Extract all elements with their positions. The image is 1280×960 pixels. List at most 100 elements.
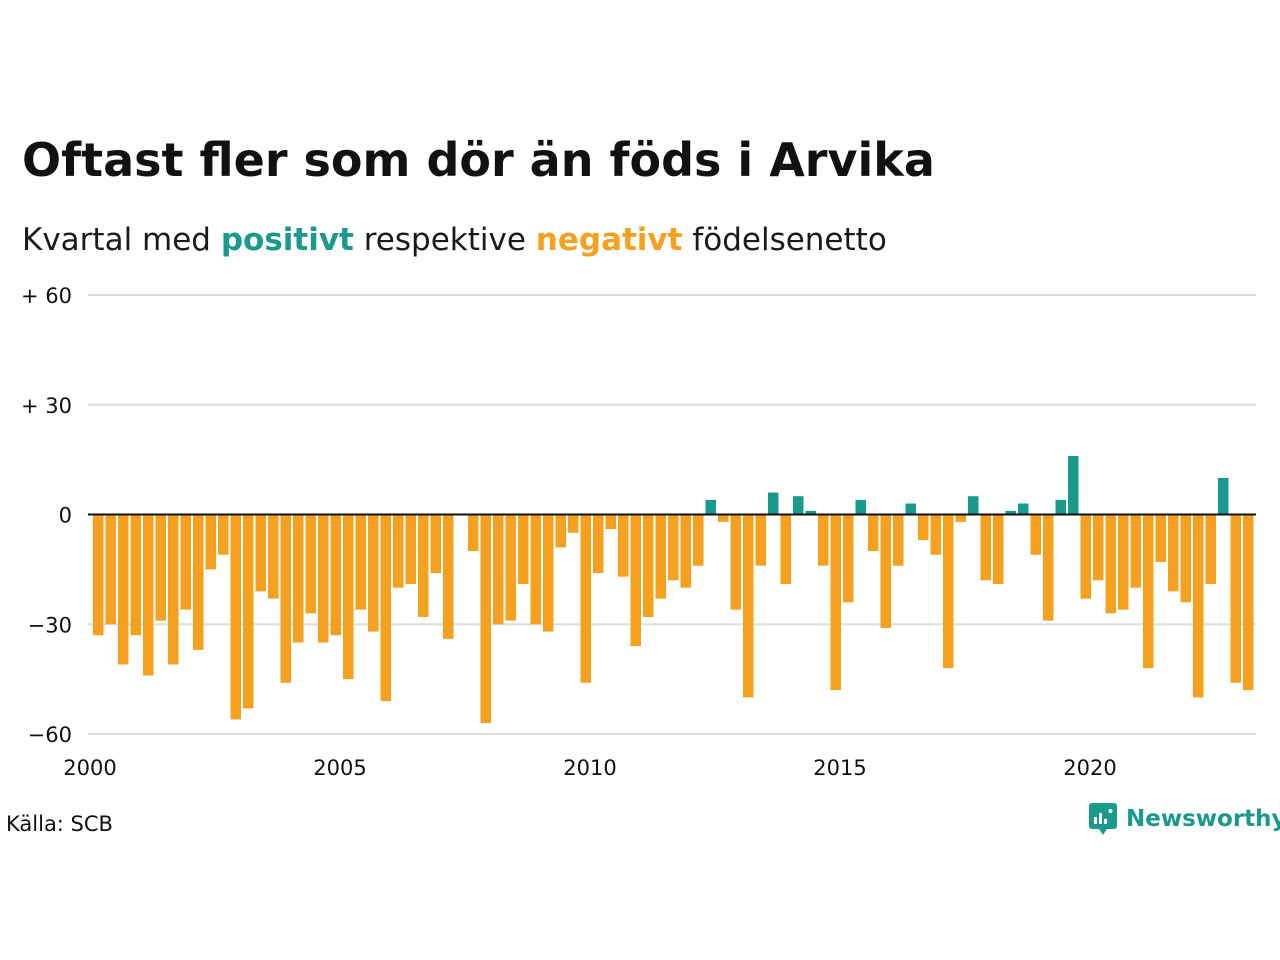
bar-negative [393, 514, 404, 588]
bar-negative [218, 514, 229, 555]
bar-positive [805, 510, 816, 515]
bar-negative [418, 514, 429, 617]
bar-positive [793, 496, 804, 515]
bar-negative [843, 514, 854, 603]
bar-negative [618, 514, 629, 577]
bar-negative [818, 514, 829, 566]
bar-negative [943, 514, 954, 669]
bar-negative [330, 514, 341, 636]
subtitle-prefix: Kvartal med [22, 222, 221, 258]
bar-negative [293, 514, 304, 643]
y-tick-label: −60 [28, 723, 72, 747]
bar-negative [243, 514, 254, 709]
bar-negative [1118, 514, 1129, 610]
bar-negative [305, 514, 316, 614]
bar-negative [268, 514, 279, 599]
bar-negative [655, 514, 666, 599]
bar-negative [830, 514, 841, 691]
newsworthy-logo: Newsworthy [1088, 802, 1280, 836]
bar-negative [443, 514, 454, 639]
bar-negative [105, 514, 116, 625]
bar-negative [343, 514, 354, 680]
bar-negative [568, 514, 579, 533]
bar-negative [1193, 514, 1204, 698]
bar-positive [905, 503, 916, 515]
bar-negative [555, 514, 566, 548]
bar-negative [318, 514, 329, 643]
bar-negative [193, 514, 204, 650]
bar-negative [1155, 514, 1166, 563]
bar-negative [718, 514, 729, 522]
bar-negative [518, 514, 529, 585]
bar-negative [730, 514, 741, 610]
subtitle-positive-word: positivt [220, 222, 354, 258]
bar-negative [930, 514, 941, 555]
bar-positive [1068, 455, 1079, 515]
bar-negative [130, 514, 141, 636]
chart-subtitle: Kvartal med positivt respektive negativt… [22, 220, 887, 260]
bar-negative [780, 514, 791, 585]
bar-negative [868, 514, 879, 552]
x-tick-label: 2020 [1063, 756, 1116, 780]
bar-negative [430, 514, 441, 574]
bar-negative [893, 514, 904, 566]
bar-negative [743, 514, 754, 698]
bar-negative [680, 514, 691, 588]
bar-positive [1018, 503, 1029, 515]
y-tick-label: −30 [28, 613, 72, 637]
bars [93, 455, 1254, 724]
subtitle-suffix: födelsenetto [682, 222, 887, 258]
bar-negative [605, 514, 616, 530]
subtitle-negative-word: negativt [535, 222, 683, 258]
x-tick-label: 2000 [63, 756, 116, 780]
bar-negative [1080, 514, 1091, 599]
chart-title: Oftast fler som dör än föds i Arvika [22, 133, 935, 187]
bar-negative [1143, 514, 1154, 669]
bar-negative [180, 514, 191, 610]
bar-negative [405, 514, 416, 585]
bar-positive [705, 499, 716, 515]
y-tick-label: 0 [59, 504, 72, 528]
bar-negative [1093, 514, 1104, 581]
brand-name: Newsworthy [1126, 806, 1280, 832]
y-tick-label: + 30 [21, 394, 72, 418]
bar-negative [1230, 514, 1241, 683]
bar-negative [155, 514, 166, 621]
bar-negative [505, 514, 516, 621]
bar-negative [955, 514, 966, 522]
bar-negative [918, 514, 929, 541]
y-tick-label: + 60 [21, 284, 72, 308]
bar-negative [480, 514, 491, 724]
bar-negative [593, 514, 604, 574]
bar-negative [1180, 514, 1191, 603]
y-axis-tick-labels: + 60 + 30 0 −30 −60 [21, 284, 72, 747]
bar-positive [1218, 477, 1229, 515]
bar-negative [993, 514, 1004, 585]
bar-negative [530, 514, 541, 625]
bar-negative [118, 514, 129, 665]
newsworthy-logo-icon [1089, 803, 1117, 835]
bar-negative [693, 514, 704, 566]
x-tick-label: 2010 [563, 756, 616, 780]
bar-positive [968, 496, 979, 515]
bar-negative [205, 514, 216, 570]
bar-negative [355, 514, 366, 610]
bar-negative [1105, 514, 1116, 614]
bar-negative [755, 514, 766, 566]
x-tick-label: 2015 [813, 756, 866, 780]
bar-negative [1043, 514, 1054, 621]
bar-positive [1005, 510, 1016, 515]
bar-positive [768, 492, 779, 515]
bar-positive [855, 499, 866, 515]
bar-negative [280, 514, 291, 683]
bar-negative [1243, 514, 1254, 691]
bar-negative [255, 514, 266, 592]
bar-negative [880, 514, 891, 628]
x-tick-label: 2005 [313, 756, 366, 780]
bar-negative [543, 514, 554, 632]
bar-negative [1130, 514, 1141, 588]
bar-negative [643, 514, 654, 617]
bar-negative [1168, 514, 1179, 592]
bar-negative [230, 514, 241, 720]
